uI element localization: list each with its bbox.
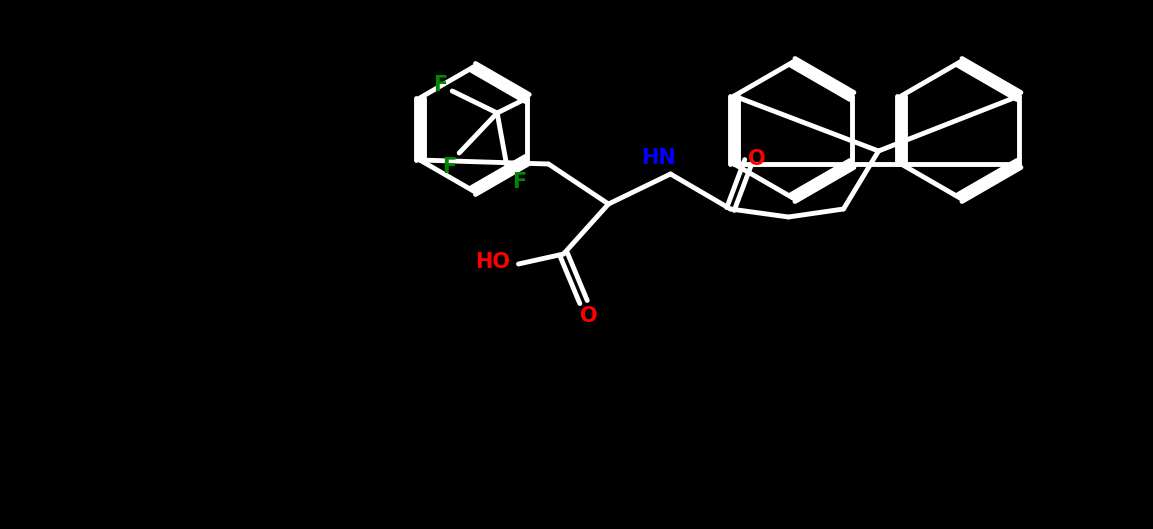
- Text: F: F: [512, 172, 526, 192]
- Text: HN: HN: [641, 148, 676, 168]
- Text: O: O: [747, 149, 766, 169]
- Text: F: F: [442, 157, 457, 177]
- Text: F: F: [434, 75, 447, 95]
- Text: O: O: [580, 306, 597, 326]
- Text: HO: HO: [475, 252, 510, 272]
